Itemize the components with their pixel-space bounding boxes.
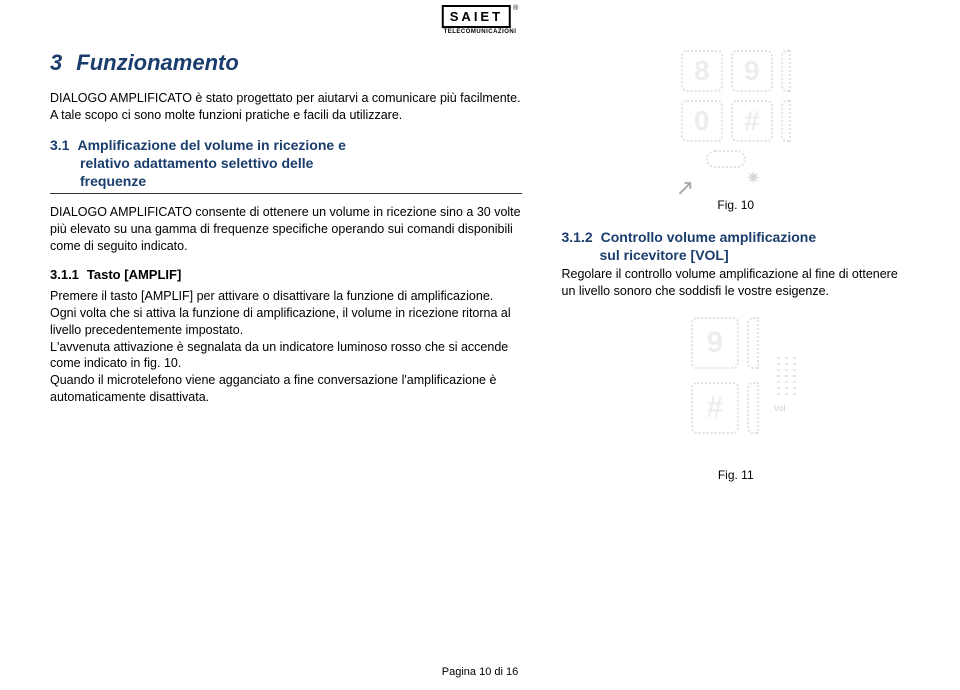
paragraph-311: Premere il tasto [AMPLIF] per attivare o… [50, 288, 522, 406]
figure-11: 9 # Vol Fig. 11 [562, 312, 911, 482]
subsub-number: 3.1.1 [50, 267, 79, 282]
subsection-line3: frequenze [50, 172, 522, 190]
logo-subtitle: TELECOMUNICAZIONI [442, 29, 518, 35]
section-title: Funzionamento [76, 50, 239, 75]
subsub-title: Tasto [AMPLIF] [87, 267, 181, 282]
subsubsection-heading: 3.1.1 Tasto [AMPLIF] [50, 267, 522, 282]
subsection-312-line2: sul ricevitore [VOL] [562, 246, 911, 264]
figure-10-caption: Fig. 10 [562, 198, 911, 212]
brand-logo: SAIET® TELECOMUNICAZIONI [442, 5, 518, 35]
right-column: 8 9 0 # ↗ ✷ Fig. 10 3.1.2 Controllo volum… [562, 50, 911, 498]
paragraph-312: Regolare il controllo volume amplificazi… [562, 266, 911, 300]
subsection-heading: 3.1 Amplificazione del volume in ricezion… [50, 136, 522, 191]
intro-paragraph: DIALOGO AMPLIFICATO è stato progettato p… [50, 90, 522, 124]
subsection-line2: relativo adattamento selettivo delle [50, 154, 522, 172]
section-heading: 3 Funzionamento [50, 50, 522, 76]
subsection-number: 3.1 [50, 137, 69, 153]
volume-illustration: 9 # Vol [651, 312, 821, 462]
section-number: 3 [50, 50, 62, 75]
subsection-line1: Amplificazione del volume in ricezione e [77, 137, 345, 153]
page-footer: Pagina 10 di 16 [442, 666, 518, 678]
left-column: 3 Funzionamento DIALOGO AMPLIFICATO è sta… [50, 50, 522, 498]
figure-11-caption: Fig. 11 [562, 468, 911, 482]
figure-10: 8 9 0 # ↗ ✷ Fig. 10 [562, 50, 911, 212]
paragraph-31: DIALOGO AMPLIFICATO consente di ottenere… [50, 204, 522, 255]
subsection-312-heading: 3.1.2 Controllo volume amplificazione sul… [562, 228, 911, 264]
subsection-312-line1: Controllo volume amplificazione [601, 229, 816, 245]
volume-label: Vol [774, 404, 786, 413]
divider [50, 193, 522, 194]
logo-text: SAIET [442, 5, 511, 28]
subsection-312-number: 3.1.2 [562, 229, 593, 245]
keypad-illustration: 8 9 0 # ↗ ✷ [651, 50, 821, 190]
registered-mark: ® [513, 5, 518, 12]
